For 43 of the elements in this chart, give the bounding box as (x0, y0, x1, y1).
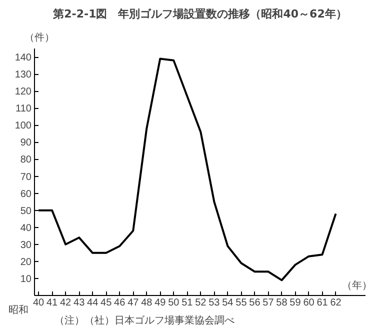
x-tick-label: 62 (330, 298, 342, 308)
y-tick-label: 60 (20, 188, 32, 200)
y-axis-title: （件） (24, 32, 54, 44)
y-tick-label: 80 (20, 154, 32, 166)
x-tick-label: 47 (128, 298, 140, 308)
chart-title: 第2-2-1図 年別ゴルフ場設置数の推移（昭和40～62年） (52, 8, 347, 20)
y-tick-label: 110 (16, 104, 32, 115)
y-tick-label: 50 (20, 206, 32, 217)
x-tick-label: 49 (154, 298, 166, 308)
x-tick-label: 61 (316, 298, 328, 308)
x-axis-title: （年） (342, 280, 371, 292)
x-tick-label: 41 (46, 298, 58, 308)
y-tick-label: 100 (14, 120, 32, 132)
x-tick-label: 58 (276, 298, 288, 308)
x-tick-label: 52 (195, 298, 207, 308)
x-tick-label: 57 (262, 298, 274, 308)
x-tick-label: 54 (222, 298, 234, 308)
x-tick-label: 40 (32, 298, 45, 308)
x-tick-label: 44 (87, 298, 99, 308)
text: （注）（社）日本ゴルフ場事業協会調べ (54, 314, 234, 326)
x-tick-label: 42 (60, 298, 72, 308)
x-tick-label: 53 (208, 298, 220, 308)
x-tick-label: 46 (114, 298, 126, 308)
y-tick-label: 40 (20, 222, 32, 234)
x-tick-label: 43 (74, 298, 86, 308)
x-tick-label: 50 (168, 298, 180, 308)
y-tick-label: 140 (14, 52, 32, 64)
x-tick-label: 60 (303, 298, 315, 308)
y-tick-label: 90 (20, 138, 32, 149)
y-tick-label: 130 (14, 70, 32, 81)
x-tick-label: 55 (236, 298, 248, 308)
text: 昭和 (8, 304, 28, 316)
y-tick-label: 20 (20, 256, 32, 268)
x-tick-label: 48 (141, 298, 153, 308)
y-tick-label: 120 (14, 86, 32, 98)
x-tick-label: 59 (290, 298, 302, 308)
y-tick-label: 30 (20, 240, 32, 251)
x-tick-label: 51 (182, 298, 194, 308)
x-tick-label: 56 (249, 298, 261, 308)
y-tick-label: 10 (20, 274, 32, 285)
y-tick-label: 70 (20, 172, 32, 183)
line-series (38, 58, 337, 282)
x-tick-label: 45 (100, 298, 112, 308)
